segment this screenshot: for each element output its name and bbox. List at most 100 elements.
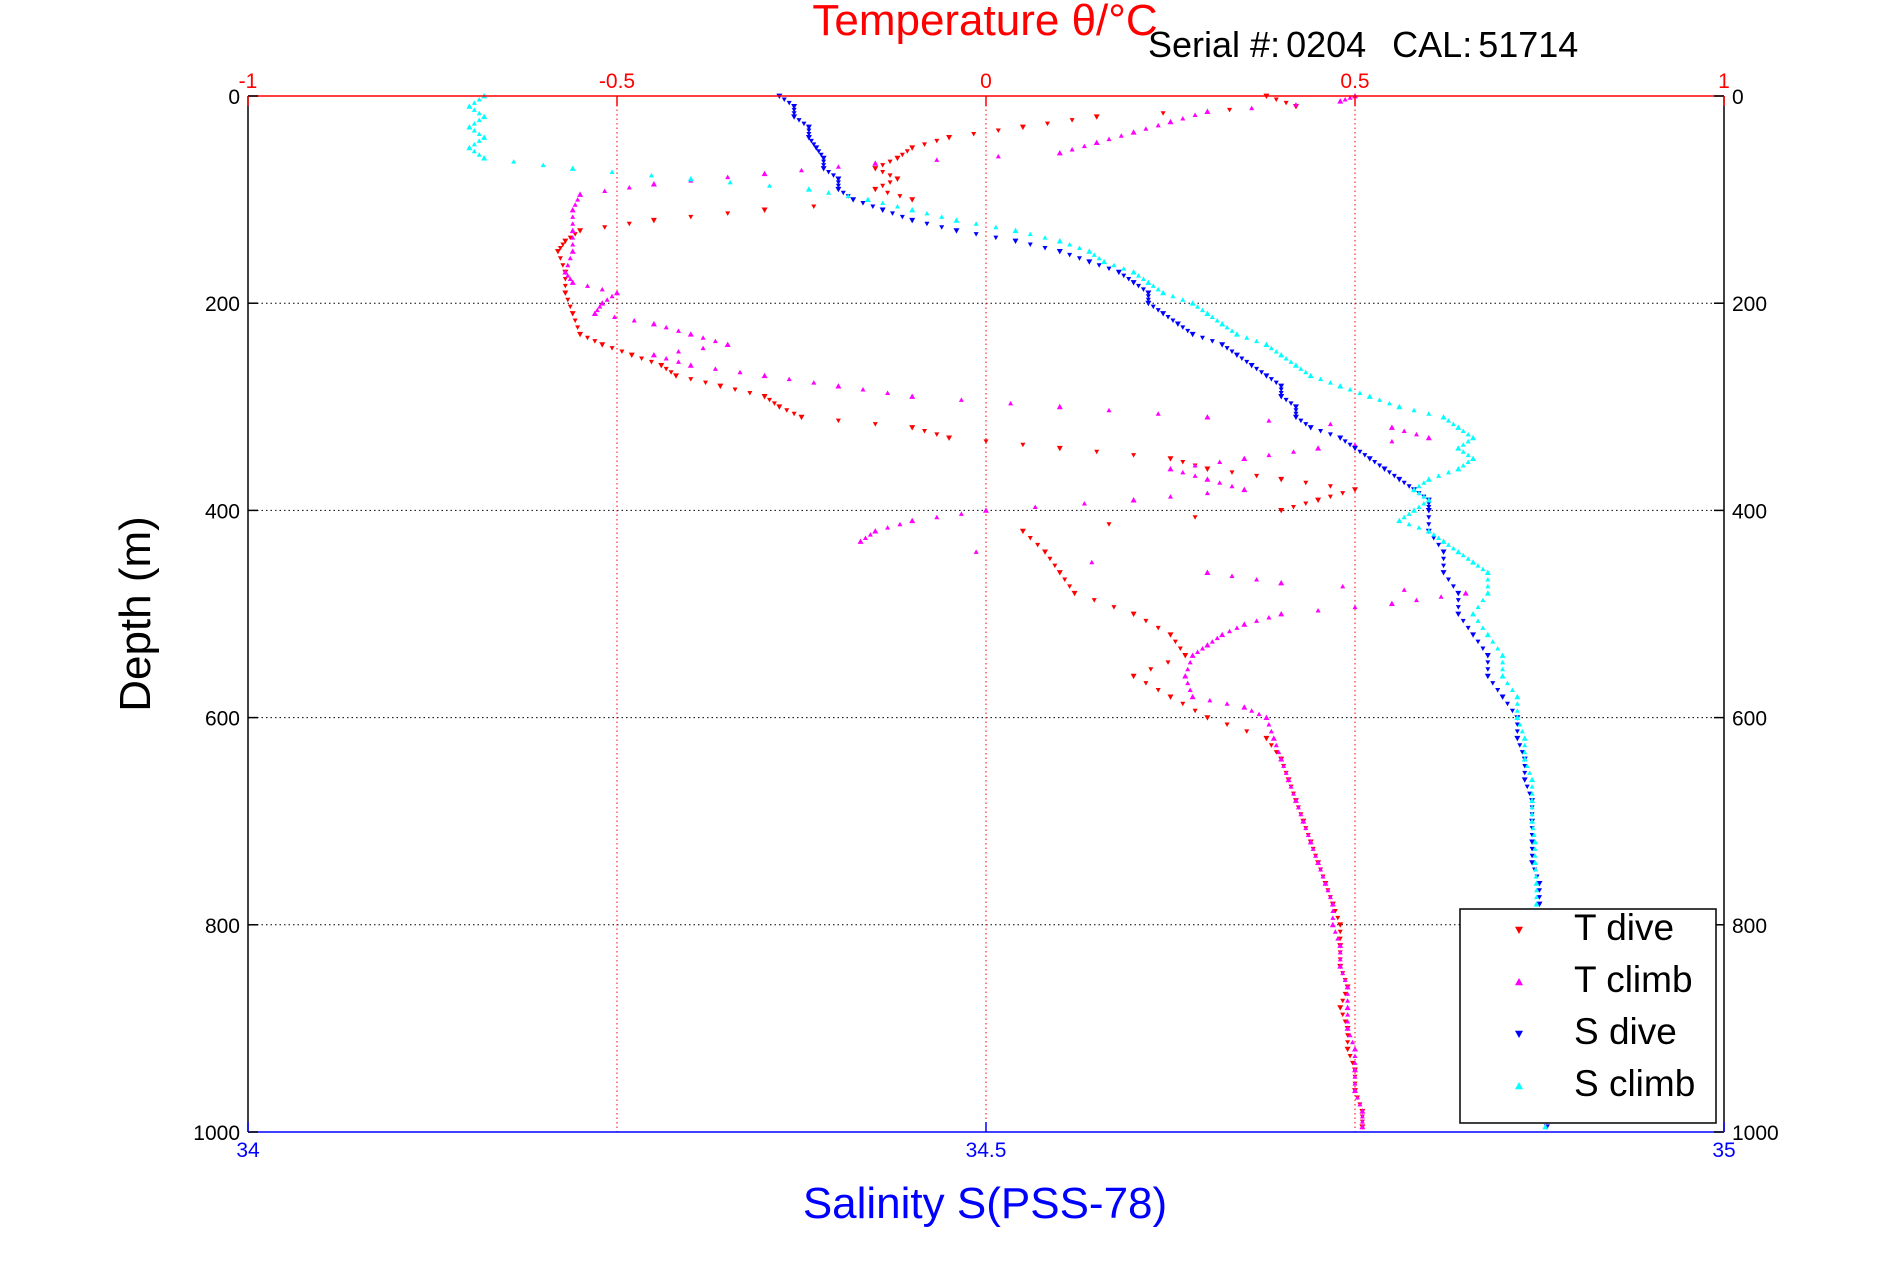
interp-point xyxy=(1325,887,1331,893)
interp-point xyxy=(599,286,605,292)
data-point xyxy=(1425,476,1432,482)
interp-point xyxy=(1406,484,1412,489)
interp-point xyxy=(567,276,573,282)
data-point xyxy=(1174,321,1181,327)
data-point xyxy=(1056,149,1063,156)
data-point xyxy=(872,186,879,193)
interp-point xyxy=(1281,763,1287,768)
interp-point xyxy=(511,159,517,164)
data-point xyxy=(1388,600,1395,607)
data-point xyxy=(1189,652,1196,658)
data-point xyxy=(1455,424,1462,430)
data-point xyxy=(1344,1046,1351,1053)
interp-point xyxy=(1273,380,1279,386)
interp-point xyxy=(784,408,790,413)
interp-point xyxy=(1426,501,1432,506)
serial-label: Serial #: xyxy=(1148,24,1280,65)
data-point xyxy=(1462,590,1469,596)
interp-point xyxy=(1195,649,1201,654)
interp-point xyxy=(1020,442,1026,448)
interp-point xyxy=(1335,915,1341,921)
interp-point xyxy=(1318,428,1324,434)
data-point xyxy=(1160,311,1167,317)
interp-point xyxy=(1254,576,1260,582)
interp-point xyxy=(830,173,836,178)
interp-point xyxy=(1185,328,1191,334)
interp-point xyxy=(1460,552,1466,558)
data-point xyxy=(1440,538,1447,544)
data-point xyxy=(1344,983,1351,990)
interp-point xyxy=(1204,490,1210,496)
data-point xyxy=(1337,942,1344,948)
interp-point xyxy=(1495,646,1501,651)
data-point xyxy=(776,404,783,410)
data-point xyxy=(1241,455,1248,461)
interp-point xyxy=(1224,722,1230,728)
interp-point xyxy=(885,390,891,395)
interp-point xyxy=(1421,500,1427,506)
interp-point xyxy=(471,121,477,126)
interp-point xyxy=(1180,325,1186,330)
interp-point xyxy=(1330,908,1336,913)
data-point xyxy=(791,103,798,110)
data-point xyxy=(1337,963,1344,969)
interp-point xyxy=(471,100,477,105)
interp-point xyxy=(631,317,637,323)
interp-point xyxy=(1519,750,1525,755)
interp-point xyxy=(1170,293,1176,299)
interp-point xyxy=(619,349,625,355)
interp-point xyxy=(1465,438,1471,444)
data-point xyxy=(577,191,584,197)
interp-point xyxy=(885,190,891,196)
interp-point xyxy=(821,163,827,168)
legend-label: S climb xyxy=(1574,1063,1695,1104)
interp-point xyxy=(1256,711,1262,717)
salinity-tick-label: 34 xyxy=(236,1139,260,1162)
data-point xyxy=(1292,797,1299,803)
interp-point xyxy=(1450,584,1456,589)
interp-point xyxy=(1445,469,1451,475)
interp-point xyxy=(1121,273,1127,279)
interp-point xyxy=(1089,559,1095,565)
serial-info: Serial #: 0204 CAL: 51714 xyxy=(1148,24,1578,65)
depth-tick-label: 0 xyxy=(228,86,240,109)
interp-point xyxy=(1180,297,1186,302)
interp-point xyxy=(806,128,812,134)
interp-point xyxy=(1278,387,1284,393)
depth-tick-label: 200 xyxy=(205,293,240,316)
data-point xyxy=(1219,342,1226,348)
data-point xyxy=(946,135,953,141)
interp-point xyxy=(1111,605,1117,610)
interp-point xyxy=(1106,266,1112,272)
interp-point xyxy=(791,411,797,417)
y-axis-label: Depth (m) xyxy=(111,516,160,712)
interp-point xyxy=(1259,370,1265,375)
interp-point xyxy=(1136,273,1142,278)
data-point xyxy=(909,393,916,399)
legend-marker xyxy=(1515,978,1523,986)
interp-point xyxy=(1136,283,1142,289)
data-point xyxy=(1241,704,1248,710)
interp-point xyxy=(872,422,878,427)
data-point xyxy=(909,517,916,524)
interp-point xyxy=(1505,680,1511,686)
interp-point xyxy=(1522,763,1528,769)
interp-point xyxy=(1490,639,1496,644)
interp-point xyxy=(993,224,999,230)
data-point xyxy=(481,113,488,120)
interp-point xyxy=(890,211,896,216)
data-point xyxy=(1219,320,1226,327)
data-point xyxy=(1337,1005,1344,1011)
interp-point xyxy=(1283,100,1289,106)
data-point xyxy=(1396,517,1403,524)
interp-point xyxy=(1460,463,1466,468)
interp-point xyxy=(1224,346,1230,351)
data-point xyxy=(1263,714,1270,720)
interp-point xyxy=(1436,473,1442,478)
data-point xyxy=(1352,1046,1358,1052)
data-point xyxy=(1440,549,1447,555)
legend-marker xyxy=(1515,1030,1523,1038)
interp-point xyxy=(1337,956,1343,962)
interp-point xyxy=(1527,770,1533,775)
interp-point xyxy=(609,346,615,351)
